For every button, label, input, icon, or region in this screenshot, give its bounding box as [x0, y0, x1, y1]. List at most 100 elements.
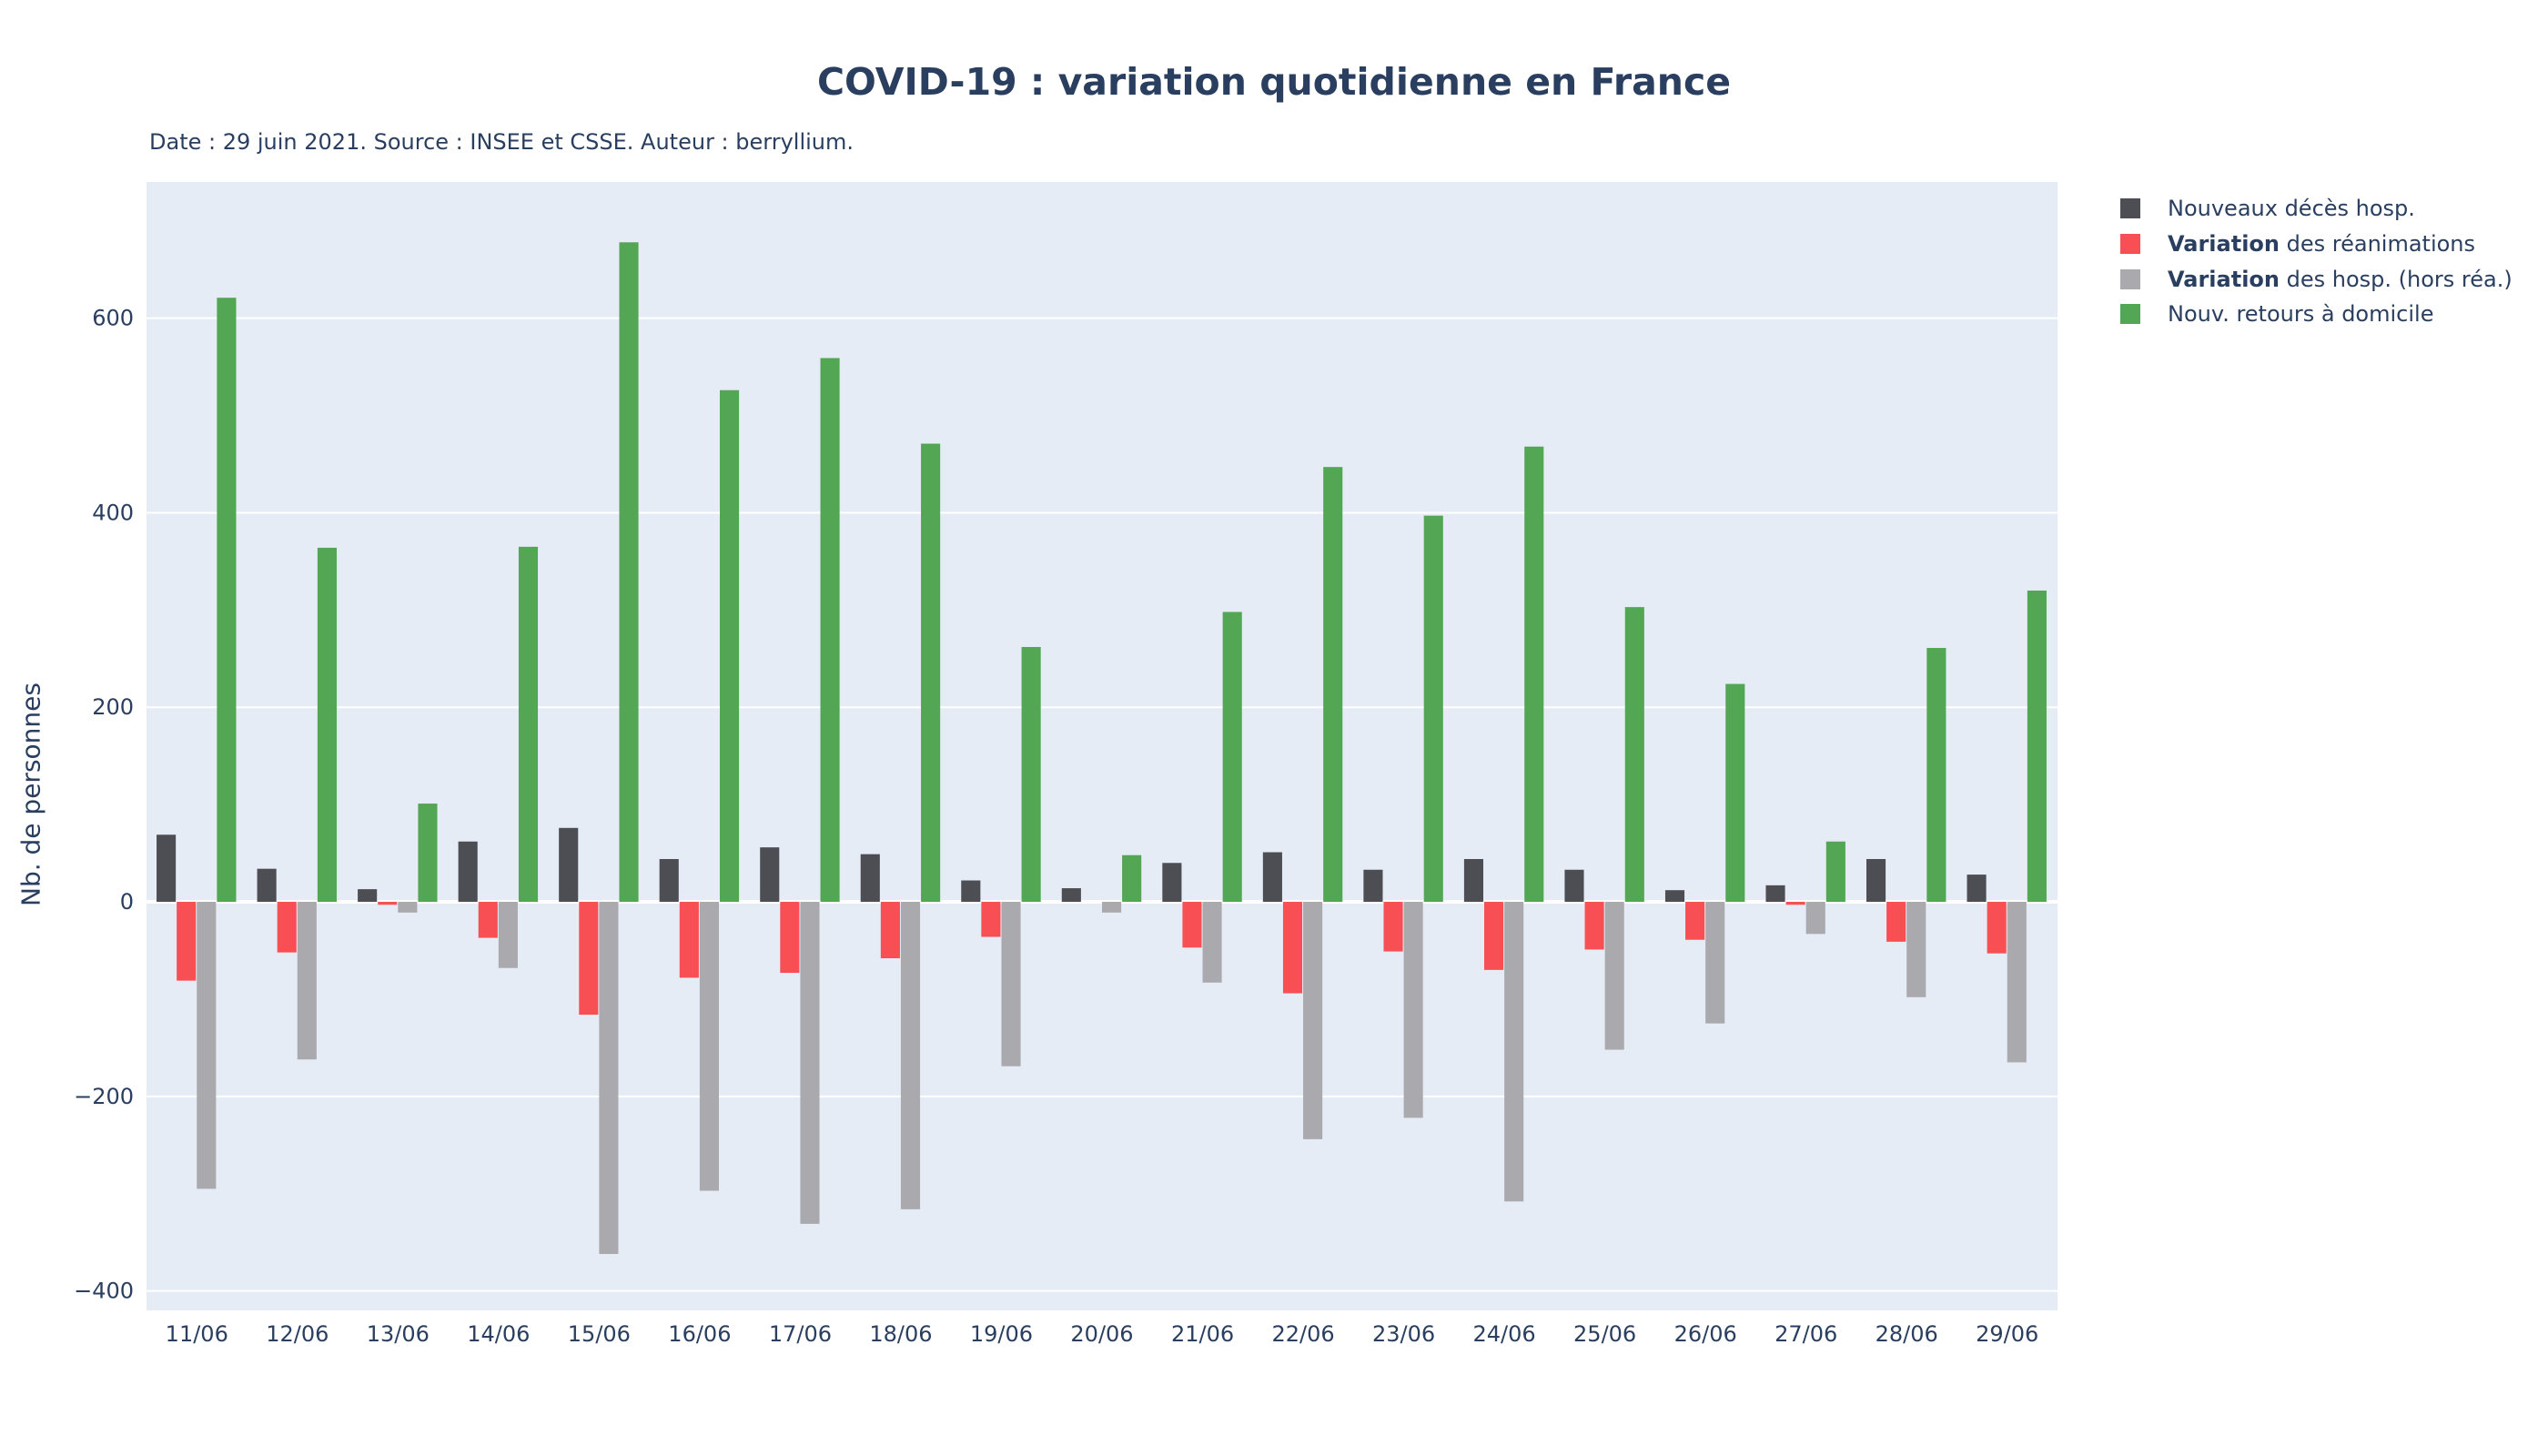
x-tick-label: 16/06 [668, 1321, 731, 1347]
bar [1363, 869, 1383, 903]
bar [1001, 902, 1021, 1067]
x-tick-label: 19/06 [970, 1321, 1033, 1347]
bar [1222, 612, 1242, 903]
bar [1383, 902, 1403, 952]
bar [317, 547, 337, 903]
y-tick-label: 600 [92, 306, 134, 331]
bar [2007, 902, 2027, 1063]
legend-swatch [2120, 268, 2140, 289]
legend-label: Nouv. retours à domicile [2168, 301, 2433, 327]
bar [800, 902, 820, 1224]
bar [217, 298, 237, 903]
legend-item[interactable]: Nouv. retours à domicile [2120, 297, 2513, 332]
x-tick-label: 25/06 [1573, 1321, 1636, 1347]
x-tick-label: 29/06 [1976, 1321, 2038, 1347]
legend-label-text: Nouveaux décès hosp. [2168, 196, 2415, 222]
legend-item[interactable]: Variation des hosp. (hors réa.) [2120, 261, 2513, 297]
legend-label-text: des hosp. (hors réa.) [2280, 266, 2513, 292]
x-tick-label: 24/06 [1473, 1321, 1536, 1347]
bar [378, 902, 398, 905]
legend-swatch [2120, 304, 2140, 325]
x-tick-label: 17/06 [769, 1321, 832, 1347]
bar [1524, 446, 1544, 903]
bar [518, 546, 539, 903]
legend-swatch [2120, 234, 2140, 255]
chart-subtitle: Date : 29 juin 2021. Source : INSEE et C… [149, 129, 854, 155]
bar [720, 389, 740, 903]
legend-label-text: Nouv. retours à domicile [2168, 301, 2434, 328]
bar [900, 902, 921, 1209]
bar [1423, 515, 1443, 903]
bar [297, 902, 317, 1060]
legend-label: Variation des réanimations [2168, 231, 2475, 257]
bar [1122, 854, 1142, 903]
legend-item[interactable]: Nouveaux décès hosp. [2120, 191, 2513, 227]
bar [358, 889, 378, 903]
x-tick-label: 27/06 [1774, 1321, 1837, 1347]
y-tick-label: −200 [74, 1084, 134, 1109]
y-tick-label: −400 [74, 1279, 134, 1304]
legend-item[interactable]: Variation des réanimations [2120, 227, 2513, 262]
bar [1564, 869, 1584, 903]
y-tick-label: 200 [92, 694, 134, 720]
x-tick-label: 28/06 [1876, 1321, 1938, 1347]
bar [1866, 859, 1886, 903]
legend-label-bold: Variation [2168, 266, 2280, 292]
bar [498, 902, 518, 968]
legend-label: Nouveaux décès hosp. [2168, 196, 2415, 221]
x-tick-label: 11/06 [166, 1321, 228, 1347]
bar [1262, 852, 1282, 903]
bar [981, 902, 1001, 937]
bar [1725, 683, 1745, 903]
bar [780, 902, 800, 974]
x-tick-label: 12/06 [266, 1321, 329, 1347]
bar [619, 242, 639, 903]
bar [880, 902, 900, 959]
bar [458, 841, 478, 903]
bar [921, 443, 941, 903]
bar [1282, 902, 1303, 994]
bar [1805, 902, 1825, 935]
x-tick-label: 14/06 [467, 1321, 530, 1347]
x-tick-label: 13/06 [367, 1321, 430, 1347]
bar [559, 827, 579, 903]
bar [599, 902, 619, 1254]
x-tick-label: 15/06 [568, 1321, 631, 1347]
bar [1484, 902, 1504, 970]
bar [1664, 890, 1685, 903]
x-tick-label: 21/06 [1171, 1321, 1234, 1347]
bar [579, 902, 599, 1016]
bar [1162, 863, 1182, 903]
x-tick-label: 23/06 [1372, 1321, 1435, 1347]
bar [177, 902, 197, 981]
bar [1906, 902, 1926, 997]
bar [1303, 902, 1323, 1139]
bar [1061, 888, 1081, 903]
bar [1604, 902, 1624, 1050]
bar [1886, 902, 1906, 942]
bar [1584, 902, 1604, 950]
bar [1785, 902, 1805, 905]
bar [2027, 590, 2047, 903]
bar [961, 880, 981, 903]
plot-area [147, 182, 2058, 1310]
bar [860, 854, 880, 903]
y-tick-label: 400 [92, 500, 134, 525]
bar [197, 902, 217, 1189]
bar [1967, 875, 1987, 903]
bar [1323, 467, 1343, 903]
bar [418, 804, 438, 903]
bar [257, 868, 277, 903]
bar [1021, 646, 1041, 903]
bar [398, 902, 418, 913]
chart-title: COVID-19 : variation quotidienne en Fran… [816, 60, 1732, 104]
bar [1504, 902, 1524, 1202]
bar [1705, 902, 1725, 1024]
bar [679, 902, 699, 978]
bar [760, 847, 780, 903]
bar [1202, 902, 1222, 983]
bar [1624, 607, 1644, 903]
bar [1403, 902, 1423, 1118]
bar [1463, 859, 1483, 903]
